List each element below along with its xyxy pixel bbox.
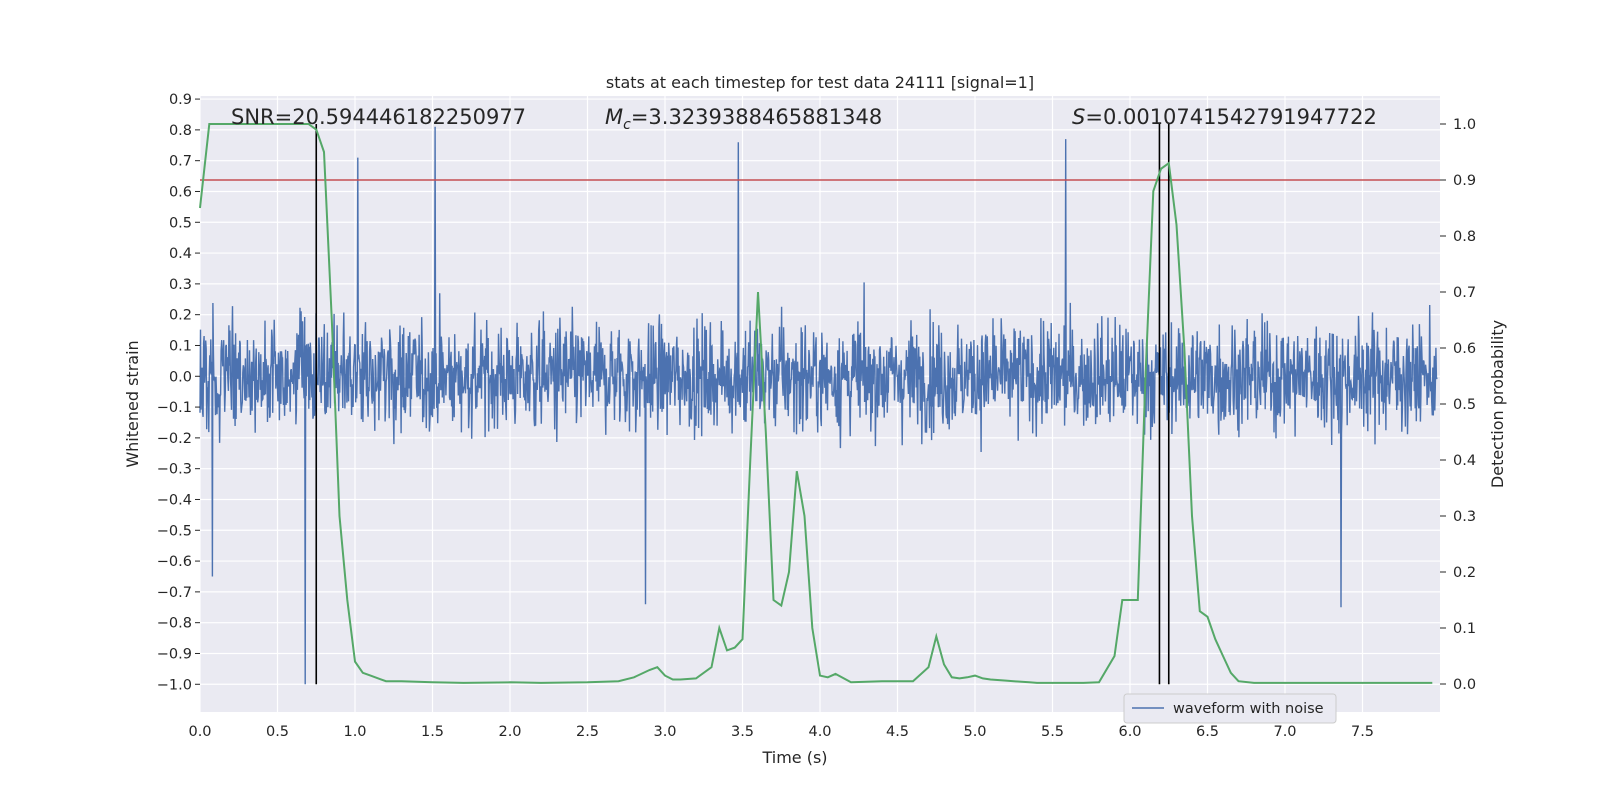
s-annotation: S=0.0010741542791947722 [1072, 105, 1377, 129]
left-y-tick-label: 0.3 [169, 277, 192, 293]
right-y-tick-label: 0.6 [1453, 341, 1476, 357]
x-tick-label: 3.5 [731, 724, 754, 740]
probability-line [199, 123, 1433, 684]
chirp-mass-annotation: Mc=3.3239388465881348 [605, 105, 882, 133]
x-tick-label: 0.5 [266, 724, 289, 740]
left-y-tick-label: −0.1 [157, 400, 192, 416]
left-y-tick-label: 0.0 [169, 369, 192, 385]
x-tick-label: 7.5 [1351, 724, 1374, 740]
s-value: =0.0010741542791947722 [1085, 105, 1377, 129]
left-y-tick-label: 0.6 [169, 184, 192, 200]
x-tick-label: 1.5 [421, 724, 444, 740]
right-y-tick-labels: 1.0 0.9 0.8 0.7 0.6 0.5 0.4 0.3 0.2 0.1 0.0 [1440, 117, 1476, 693]
right-y-tick-label: 0.7 [1453, 285, 1476, 301]
x-tick-labels: 0.0 0.5 1.0 1.5 2.0 2.5 3.0 3.5 4.0 4.5 5.0 5.5 6.0 6… [188, 724, 1374, 740]
left-y-tick-labels: 0.9 0.8 0.7 0.6 0.5 0.4 0.3 0.2 0.1 0.0 −0.1 −0.2 −0… [157, 92, 200, 693]
left-y-tick-label: 0.9 [169, 92, 192, 108]
x-tick-label: 2.0 [498, 724, 521, 740]
s-symbol: S [1072, 105, 1085, 129]
right-y-tick-label: 0.0 [1453, 677, 1476, 693]
right-y-axis-label: Detection probability [1488, 320, 1507, 488]
x-tick-label: 6.0 [1118, 724, 1141, 740]
left-y-tick-label: 0.7 [169, 154, 192, 170]
left-y-tick-label: −0.7 [157, 585, 192, 601]
waveform-series [199, 126, 1438, 685]
right-y-tick-label: 0.9 [1453, 173, 1476, 189]
right-y-tick-label: 0.2 [1453, 565, 1476, 581]
x-tick-label: 0.0 [188, 724, 211, 740]
legend-box [1123, 693, 1337, 724]
left-y-tick-label: −0.6 [157, 554, 192, 570]
left-y-tick-label: 0.2 [169, 308, 192, 324]
chirp-mass-symbol: M [605, 105, 623, 129]
x-tick-label: 7.0 [1273, 724, 1296, 740]
x-tick-label: 6.5 [1196, 724, 1219, 740]
vertical-markers [315, 124, 1170, 685]
x-tick-label: 4.0 [808, 724, 831, 740]
left-y-tick-label: 0.4 [169, 246, 192, 262]
grid [199, 96, 1440, 712]
x-tick-label: 1.0 [343, 724, 366, 740]
right-y-tick-label: 0.8 [1453, 229, 1476, 245]
left-y-tick-label: −0.8 [157, 616, 192, 632]
x-axis-label: Time (s) [761, 748, 827, 767]
x-tick-label: 5.5 [1041, 724, 1064, 740]
right-y-tick-label: 0.1 [1453, 621, 1476, 637]
right-y-tick-label: 0.3 [1453, 509, 1476, 525]
right-y-tick-label: 0.5 [1453, 397, 1476, 413]
x-tick-label: 2.5 [576, 724, 599, 740]
left-y-axis-label: Whitened strain [123, 340, 142, 467]
left-y-tick-label: 0.5 [169, 215, 192, 231]
left-y-tick-label: 0.8 [169, 123, 192, 139]
waveform-line [199, 126, 1438, 685]
right-y-tick-label: 0.4 [1453, 453, 1476, 469]
legend: waveform with noise [1123, 693, 1337, 724]
left-y-tick-label: −0.5 [157, 523, 192, 539]
snr-annotation: SNR=20.594446182250977 [231, 105, 526, 129]
left-y-tick-label: −0.3 [157, 462, 192, 478]
left-y-tick-label: −0.9 [157, 646, 192, 662]
legend-waveform-label: waveform with noise [1173, 701, 1324, 717]
left-y-tick-label: −1.0 [157, 677, 192, 693]
chart-title: stats at each timestep for test data 241… [606, 73, 1034, 92]
chirp-mass-value: =3.3239388465881348 [631, 105, 882, 129]
x-tick-label: 5.0 [963, 724, 986, 740]
x-tick-label: 4.5 [886, 724, 909, 740]
x-tick-label: 3.0 [653, 724, 676, 740]
left-y-tick-label: −0.2 [157, 431, 192, 447]
left-y-tick-label: −0.4 [157, 492, 192, 508]
right-y-tick-label: 1.0 [1453, 117, 1476, 133]
left-y-tick-label: 0.1 [169, 338, 192, 354]
chirp-mass-subscript: c [623, 117, 631, 133]
